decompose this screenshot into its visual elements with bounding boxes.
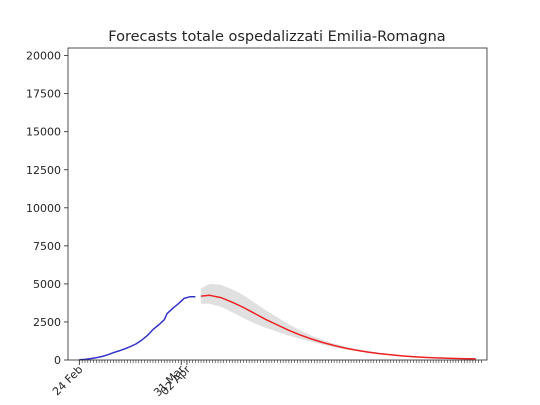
y-tick-label: 2500 — [33, 316, 61, 329]
y-tick-label: 7500 — [33, 240, 61, 253]
forecast-confidence-band — [201, 283, 476, 360]
chart-title: Forecasts totale ospedalizzati Emilia-Ro… — [108, 29, 445, 45]
y-tick-label: 17500 — [26, 88, 61, 101]
axes: 0 2500 5000 7500 10000 12500 15000 17500 20000 24… — [26, 47, 488, 399]
plot-frame — [67, 47, 488, 361]
series-layer — [79, 294, 476, 361]
y-tick-label: 12500 — [26, 164, 61, 177]
forecast-line — [201, 294, 476, 360]
y-tick-label: 20000 — [26, 50, 61, 63]
confidence-band-layer — [201, 283, 476, 360]
y-tick-label: 15000 — [26, 126, 61, 139]
y-tick-label: 10000 — [26, 202, 61, 215]
observed-line — [79, 296, 196, 361]
y-tick-label: 0 — [54, 354, 61, 367]
y-tick-label: 5000 — [33, 278, 61, 291]
x-tick-label: 24 Feb — [50, 363, 85, 398]
